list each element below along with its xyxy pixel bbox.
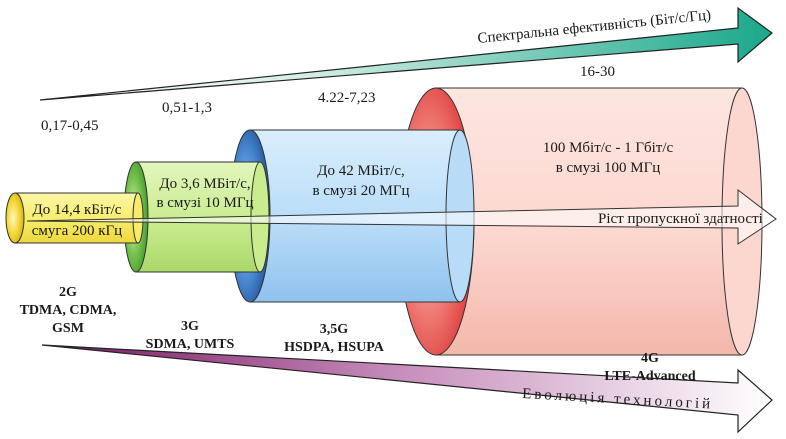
speed-35g: До 42 МБіт/с, — [317, 163, 404, 179]
technology-evolution-arrow: Еволюція технологій — [41, 344, 773, 434]
spectral-value-4g: 16-30 — [580, 64, 615, 80]
generation-2g-label: 2G TDMA, CDMA, GSM — [20, 285, 117, 336]
spectral-value-3g: 0,51-1,3 — [162, 100, 212, 116]
speed-2g: До 14,4 кБіт/с — [33, 202, 122, 218]
tech-3g: SDMA, UMTS — [146, 337, 235, 352]
gen-3g: 3G — [181, 319, 199, 334]
band-3g: в смузі 10 МГц — [156, 195, 253, 211]
gen-2g: 2G — [59, 285, 77, 300]
spectral-value-35g: 4.22-7,23 — [318, 90, 376, 106]
generation-4g-label: 4G LTE-Advanced — [604, 351, 696, 384]
speed-4g: 100 Мбіт/с - 1 Гбіт/с — [543, 140, 674, 156]
cylinder-35g-text: До 42 МБіт/с, в смузі 20 МГц — [312, 163, 409, 199]
capacity-growth-arrow: Ріст пропускної здатності — [26, 188, 777, 245]
gen-35g: 3,5G — [320, 322, 349, 337]
spectral-efficiency-arrow: Спектральна ефективність (Біт/с/Гц) — [39, 6, 773, 101]
tech-2g-line2: GSM — [52, 321, 84, 336]
generation-35g-label: 3,5G HSDPA, HSUPA — [284, 322, 385, 355]
cylinder-3g-text: До 3,6 МБіт/с, в смузі 10 МГц — [156, 176, 253, 211]
cylinder-4g-text: 100 Мбіт/с - 1 Гбіт/с в смузі 100 МГц — [543, 140, 674, 176]
tech-35g: HSDPA, HSUPA — [284, 340, 385, 355]
tech-4g: LTE-Advanced — [604, 369, 696, 384]
cylinder-2g-text: До 14,4 кБіт/с смуга 200 кГц — [32, 202, 122, 239]
spectral-values: 0,17-0,45 0,51-1,3 4.22-7,23 16-30 — [41, 64, 615, 134]
spectral-value-2g: 0,17-0,45 — [41, 118, 99, 134]
band-4g: в смузі 100 МГц — [556, 160, 661, 176]
tech-2g-line1: TDMA, CDMA, — [20, 303, 117, 318]
gen-4g: 4G — [641, 351, 659, 366]
cylinder-2g — [5, 192, 144, 244]
speed-3g: До 3,6 МБіт/с, — [159, 176, 250, 192]
generation-3g-label: 3G SDMA, UMTS — [146, 319, 235, 352]
band-35g: в смузі 20 МГц — [312, 183, 409, 199]
band-2g: смуга 200 кГц — [32, 223, 122, 239]
capacity-growth-label: Ріст пропускної здатності — [598, 211, 763, 227]
